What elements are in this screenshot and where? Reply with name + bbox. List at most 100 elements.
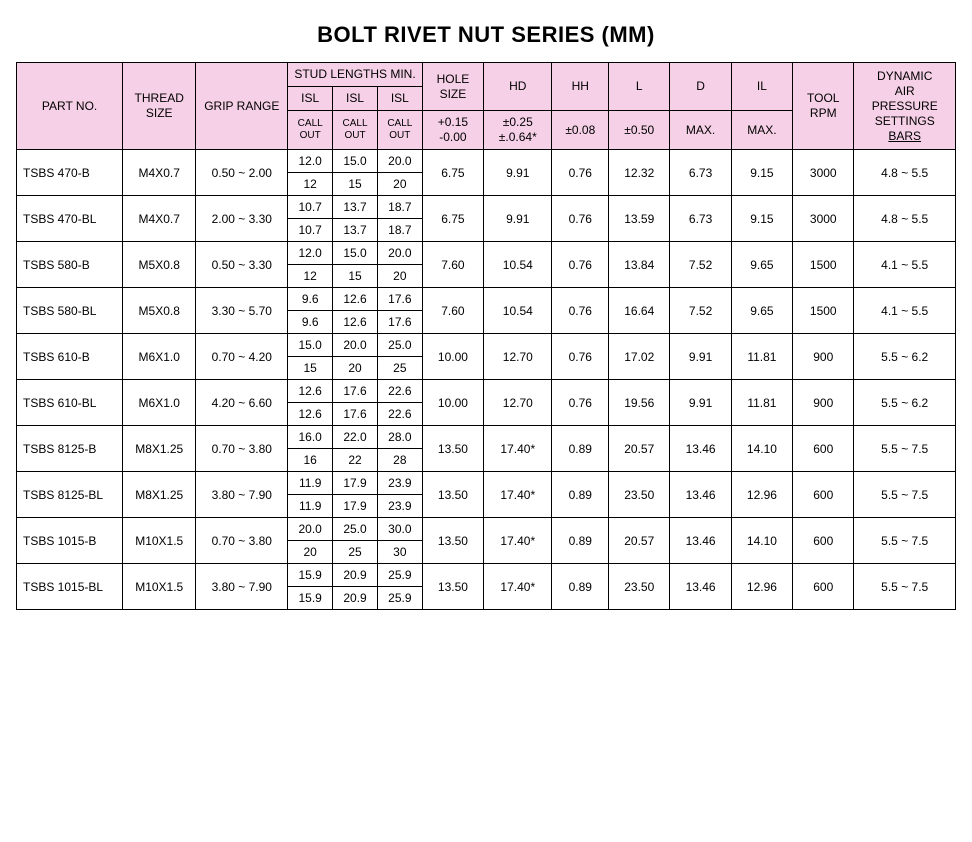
hdr-hole-tol: +0.15-0.00 [422,111,483,150]
hdr-il-sub: MAX. [731,111,792,150]
cell-isl-top-1: 17.6 [333,380,378,403]
cell-dynamic: 5.5 ~ 7.5 [854,518,956,564]
cell-dynamic: 4.1 ~ 5.5 [854,288,956,334]
cell-hole-size: 13.50 [422,426,483,472]
cell-il: 11.81 [731,334,792,380]
cell-dynamic: 5.5 ~ 7.5 [854,426,956,472]
cell-thread-size: M8X1.25 [123,472,196,518]
spec-table: PART NO. THREAD SIZE GRIP RANGE STUD LEN… [16,62,956,610]
cell-hh: 0.76 [552,196,609,242]
cell-grip-range: 0.50 ~ 3.30 [196,242,288,288]
page-title: BOLT RIVET NUT SERIES (MM) [16,22,956,48]
table-row: TSBS 580-BLM5X0.83.30 ~ 5.709.612.617.67… [17,288,956,311]
cell-isl-top-2: 17.6 [377,288,422,311]
cell-grip-range: 0.70 ~ 3.80 [196,426,288,472]
cell-isl-top-2: 22.6 [377,380,422,403]
table-body: TSBS 470-BM4X0.70.50 ~ 2.0012.015.020.06… [17,150,956,610]
cell-isl-bot-1: 13.7 [333,219,378,242]
cell-d: 6.73 [670,150,731,196]
cell-d: 13.46 [670,426,731,472]
cell-isl-top-1: 15.0 [333,242,378,265]
cell-hh: 0.89 [552,426,609,472]
hdr-hd-tol: ±0.25±.0.64* [484,111,552,150]
cell-isl-bot-0: 11.9 [288,495,333,518]
table-row: TSBS 8125-BLM8X1.253.80 ~ 7.9011.917.923… [17,472,956,495]
cell-part-no: TSBS 1015-B [17,518,123,564]
table-row: TSBS 610-BM6X1.00.70 ~ 4.2015.020.025.01… [17,334,956,357]
cell-isl-top-0: 11.9 [288,472,333,495]
cell-isl-top-0: 10.7 [288,196,333,219]
cell-isl-bot-1: 15 [333,173,378,196]
cell-hd: 10.54 [484,288,552,334]
hdr-grip-range: GRIP RANGE [196,63,288,150]
cell-tool-rpm: 600 [793,518,854,564]
cell-il: 12.96 [731,472,792,518]
cell-isl-bot-0: 12 [288,173,333,196]
cell-hole-size: 13.50 [422,472,483,518]
cell-isl-bot-1: 17.6 [333,403,378,426]
cell-isl-bot-0: 15.9 [288,587,333,610]
cell-isl-bot-2: 25 [377,357,422,380]
cell-isl-top-2: 30.0 [377,518,422,541]
hdr-dynamic-l1: DYNAMIC [877,69,932,83]
cell-hole-size: 13.50 [422,564,483,610]
cell-grip-range: 3.80 ~ 7.90 [196,564,288,610]
cell-isl-top-1: 12.6 [333,288,378,311]
cell-d: 13.46 [670,472,731,518]
cell-isl-bot-0: 12 [288,265,333,288]
cell-isl-bot-0: 15 [288,357,333,380]
cell-dynamic: 5.5 ~ 7.5 [854,564,956,610]
cell-hh: 0.89 [552,472,609,518]
cell-isl-bot-1: 12.6 [333,311,378,334]
cell-grip-range: 0.50 ~ 2.00 [196,150,288,196]
cell-dynamic: 4.1 ~ 5.5 [854,242,956,288]
cell-tool-rpm: 600 [793,564,854,610]
cell-isl-bot-0: 20 [288,541,333,564]
hdr-d-sub: MAX. [670,111,731,150]
table-row: TSBS 470-BM4X0.70.50 ~ 2.0012.015.020.06… [17,150,956,173]
cell-isl-top-1: 25.0 [333,518,378,541]
cell-tool-rpm: 1500 [793,242,854,288]
hdr-dynamic-l5: BARS [888,129,921,143]
cell-hh: 0.89 [552,564,609,610]
cell-grip-range: 0.70 ~ 4.20 [196,334,288,380]
cell-thread-size: M5X0.8 [123,242,196,288]
cell-isl-top-0: 12.0 [288,242,333,265]
table-row: TSBS 580-BM5X0.80.50 ~ 3.3012.015.020.07… [17,242,956,265]
cell-isl-top-1: 22.0 [333,426,378,449]
hdr-dynamic-l3: PRESSURE [872,99,938,113]
cell-part-no: TSBS 610-BL [17,380,123,426]
cell-hh: 0.76 [552,288,609,334]
cell-isl-top-0: 15.9 [288,564,333,587]
hdr-isl-1: ISL [288,87,333,111]
cell-hh: 0.76 [552,242,609,288]
hdr-tool-rpm: TOOL RPM [793,63,854,150]
hdr-callout-2: CALLOUT [333,111,378,150]
cell-hole-size: 10.00 [422,380,483,426]
cell-hh: 0.89 [552,518,609,564]
cell-part-no: TSBS 580-B [17,242,123,288]
cell-isl-top-2: 20.0 [377,150,422,173]
cell-il: 14.10 [731,518,792,564]
cell-hd: 9.91 [484,150,552,196]
cell-isl-top-1: 13.7 [333,196,378,219]
table-row: TSBS 1015-BM10X1.50.70 ~ 3.8020.025.030.… [17,518,956,541]
cell-hd: 17.40* [484,564,552,610]
cell-il: 9.15 [731,150,792,196]
cell-isl-top-2: 18.7 [377,196,422,219]
hdr-dynamic-l2: AIR [895,84,915,98]
cell-isl-top-2: 28.0 [377,426,422,449]
hdr-callout-3: CALLOUT [377,111,422,150]
cell-isl-top-0: 15.0 [288,334,333,357]
hdr-part-no: PART NO. [17,63,123,150]
cell-isl-top-1: 20.0 [333,334,378,357]
cell-il: 9.65 [731,288,792,334]
cell-tool-rpm: 600 [793,426,854,472]
cell-tool-rpm: 600 [793,472,854,518]
cell-hh: 0.76 [552,334,609,380]
cell-tool-rpm: 900 [793,334,854,380]
cell-d: 7.52 [670,288,731,334]
table-row: TSBS 610-BLM6X1.04.20 ~ 6.6012.617.622.6… [17,380,956,403]
cell-hd: 12.70 [484,334,552,380]
cell-hh: 0.76 [552,380,609,426]
